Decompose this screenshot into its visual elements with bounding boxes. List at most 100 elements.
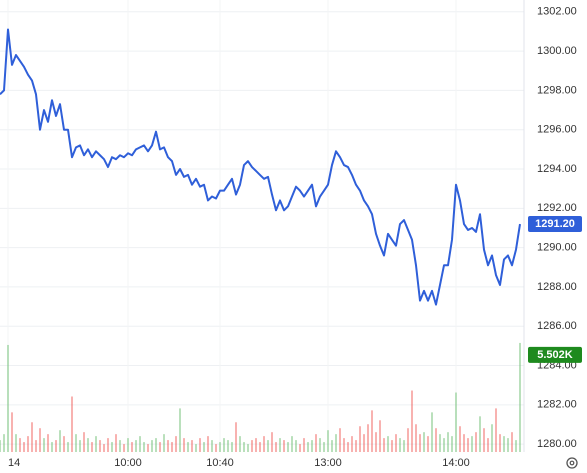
volume-bar — [427, 436, 429, 452]
volume-bar — [383, 438, 385, 452]
volume-bar — [179, 408, 181, 452]
volume-bar — [371, 410, 373, 452]
volume-bar — [167, 440, 169, 452]
volume-bar — [419, 434, 421, 452]
volume-bar — [47, 434, 49, 452]
volume-bar — [283, 440, 285, 452]
volume-bar — [463, 434, 465, 452]
y-tick-label: 1288.00 — [537, 281, 577, 293]
volume-bar — [291, 436, 293, 452]
volume-bar — [347, 442, 349, 452]
volume-bar — [475, 432, 477, 452]
settings-icon[interactable] — [566, 457, 578, 469]
volume-bar — [375, 432, 377, 452]
volume-bar — [439, 434, 441, 452]
volume-bar — [307, 442, 309, 452]
volume-bar — [83, 432, 85, 452]
volume-bar — [483, 428, 485, 452]
volume-bar — [279, 438, 281, 452]
volume-bar — [219, 442, 221, 452]
x-tick-label: 10:00 — [114, 457, 142, 469]
volume-bar — [35, 440, 37, 452]
volume-bar — [519, 342, 521, 452]
volume-bar — [131, 442, 133, 452]
volume-bar — [175, 436, 177, 452]
y-tick-label: 1294.00 — [537, 163, 577, 175]
volume-bar — [423, 432, 425, 452]
volume-bar — [267, 440, 269, 452]
volume-bar — [19, 438, 21, 452]
volume-bar — [43, 438, 45, 452]
volume-bar — [503, 436, 505, 452]
volume-bar — [147, 444, 149, 452]
volume-bar — [271, 432, 273, 452]
volume-bar — [183, 438, 185, 452]
volume-bar — [495, 408, 497, 452]
volume-bar — [479, 416, 481, 452]
volume-bar — [215, 444, 217, 452]
y-tick-label: 1300.00 — [537, 45, 577, 57]
volume-bar — [67, 442, 69, 452]
volume-bar — [327, 430, 329, 452]
volume-bar — [191, 440, 193, 452]
volume-bar — [315, 434, 317, 452]
volume-bar — [255, 438, 257, 452]
volume-bar — [39, 428, 41, 452]
volume-bar — [99, 440, 101, 452]
volume-bar — [387, 436, 389, 452]
volume-bar — [331, 440, 333, 452]
volume-bar — [455, 392, 457, 452]
y-tick-label: 1282.00 — [537, 399, 577, 411]
volume-bar — [339, 428, 341, 452]
y-tick-label: 1302.00 — [537, 6, 577, 18]
volume-bar — [359, 426, 361, 452]
volume-bar — [367, 424, 369, 452]
volume-bar — [343, 438, 345, 452]
volume-bar — [103, 444, 105, 452]
volume-bar — [391, 440, 393, 452]
volume-bar — [415, 424, 417, 452]
volume-bar — [3, 434, 5, 452]
volume-bar — [351, 436, 353, 452]
y-tick-label: 1298.00 — [537, 84, 577, 96]
volume-bar — [259, 442, 261, 452]
volume-bar — [303, 438, 305, 452]
y-tick-label: 1290.00 — [537, 242, 577, 254]
volume-bar — [275, 442, 277, 452]
volume-bar — [0, 440, 1, 452]
volume-bar — [459, 426, 461, 452]
volume-bar — [491, 424, 493, 452]
volume-bar — [243, 442, 245, 452]
volume-bar — [399, 438, 401, 452]
volume-bar — [51, 442, 53, 452]
volume-bar — [23, 442, 25, 452]
volume-bar — [443, 438, 445, 452]
volume-bar — [295, 440, 297, 452]
volume-bar — [211, 440, 213, 452]
y-tick-label: 1296.00 — [537, 124, 577, 136]
volume-bar — [323, 442, 325, 452]
volume-bar — [355, 440, 357, 452]
volume-bar — [299, 444, 301, 452]
volume-bar — [87, 438, 89, 452]
value-tag — [528, 216, 582, 233]
volume-bar — [251, 440, 253, 452]
value-tag-label: 5.502K — [537, 349, 573, 361]
volume-bar — [195, 444, 197, 452]
volume-bar — [27, 436, 29, 452]
volume-bar — [471, 436, 473, 452]
volume-bar — [235, 422, 237, 452]
volume-bar — [515, 440, 517, 452]
volume-bar — [123, 444, 125, 452]
volume-bar — [447, 432, 449, 452]
y-tick-label: 1280.00 — [537, 438, 577, 450]
y-tick-label: 1292.00 — [537, 202, 577, 214]
volume-bar — [207, 436, 209, 452]
volume-bar — [135, 440, 137, 452]
volume-bar — [143, 442, 145, 452]
volume-bar — [263, 436, 265, 452]
volume-bar — [247, 444, 249, 452]
volume-bar — [151, 440, 153, 452]
volume-bar — [203, 442, 205, 452]
